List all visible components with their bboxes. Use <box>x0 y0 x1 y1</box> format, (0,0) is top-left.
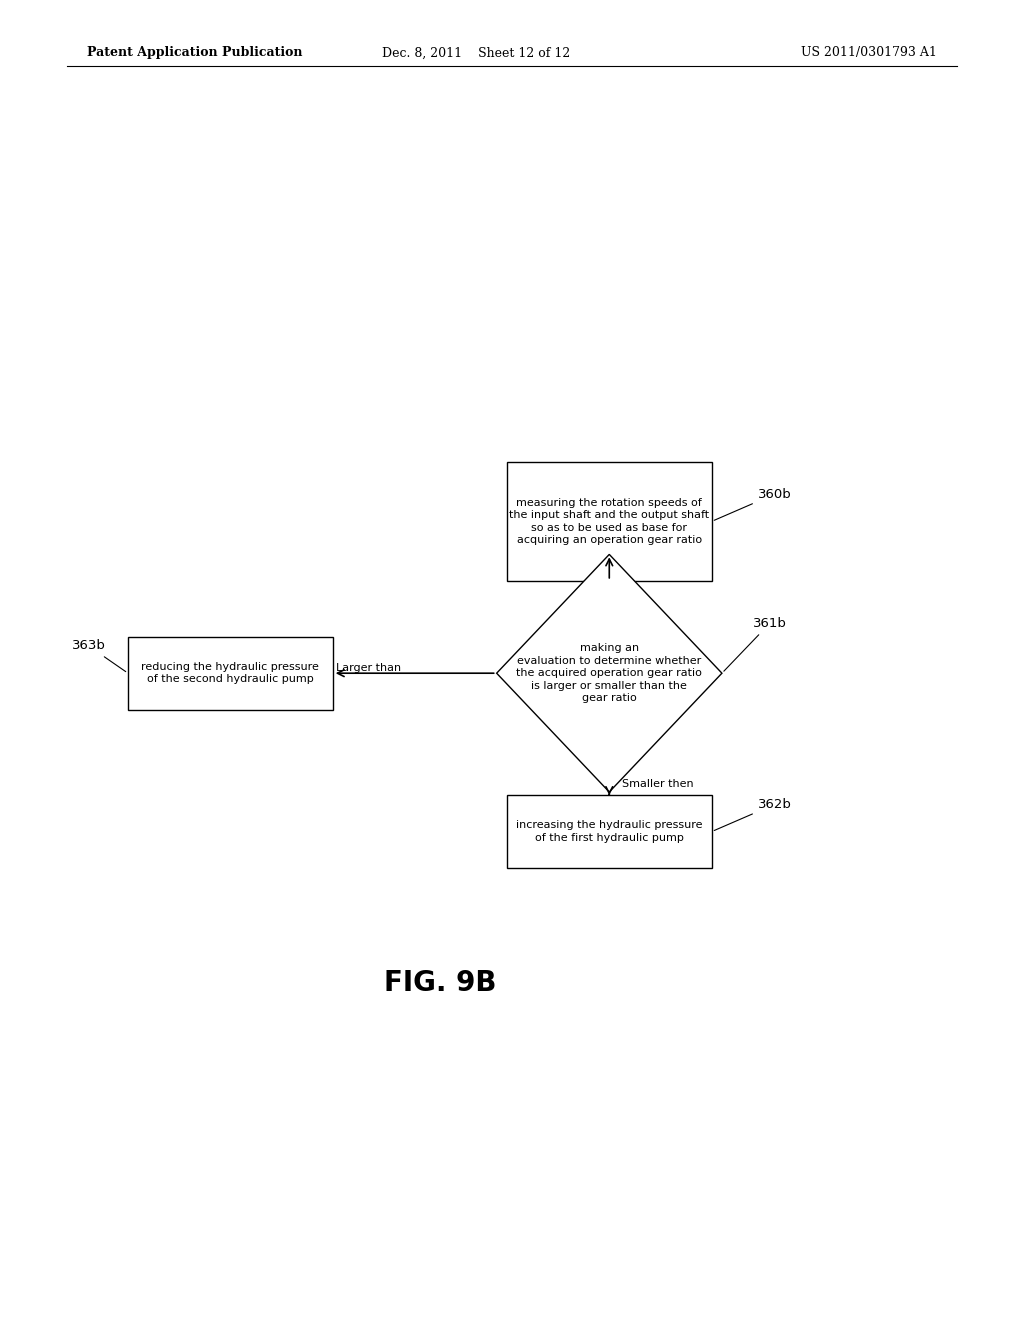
Text: 362b: 362b <box>714 797 792 830</box>
Text: US 2011/0301793 A1: US 2011/0301793 A1 <box>801 46 937 59</box>
Text: Larger than: Larger than <box>336 663 401 673</box>
Text: Dec. 8, 2011    Sheet 12 of 12: Dec. 8, 2011 Sheet 12 of 12 <box>382 46 570 59</box>
Text: increasing the hydraulic pressure
of the first hydraulic pump: increasing the hydraulic pressure of the… <box>516 821 702 842</box>
Text: 360b: 360b <box>714 487 792 520</box>
Text: 361b: 361b <box>724 616 786 671</box>
Polygon shape <box>497 554 722 792</box>
Text: making an
evaluation to determine whether
the acquired operation gear ratio
is l: making an evaluation to determine whethe… <box>516 643 702 704</box>
Text: measuring the rotation speeds of
the input shaft and the output shaft
so as to b: measuring the rotation speeds of the inp… <box>509 498 710 545</box>
Text: 363b: 363b <box>72 639 126 672</box>
Text: Smaller then: Smaller then <box>622 779 693 789</box>
Text: Patent Application Publication: Patent Application Publication <box>87 46 302 59</box>
FancyBboxPatch shape <box>507 462 712 581</box>
FancyBboxPatch shape <box>128 638 333 710</box>
FancyBboxPatch shape <box>507 795 712 869</box>
Text: reducing the hydraulic pressure
of the second hydraulic pump: reducing the hydraulic pressure of the s… <box>141 663 319 684</box>
Text: FIG. 9B: FIG. 9B <box>384 969 497 998</box>
